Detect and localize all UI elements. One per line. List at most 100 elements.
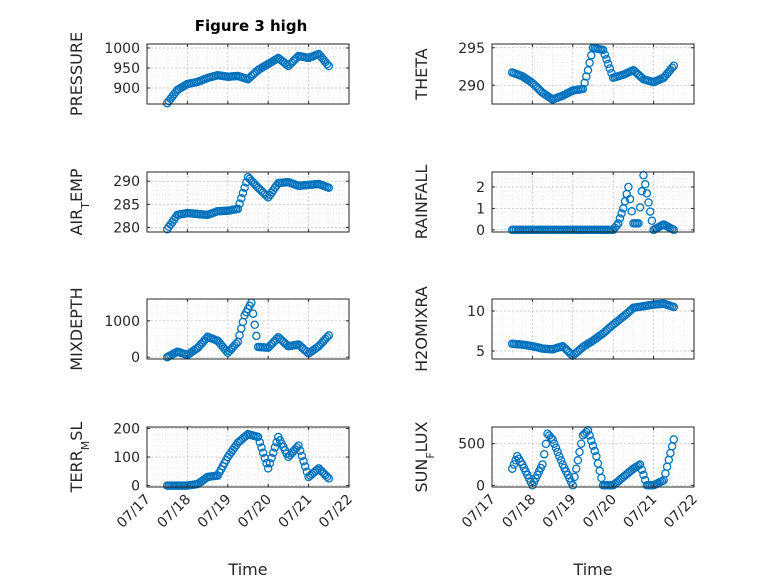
axes-mixdepth: 0 1000 MIXDEPTH xyxy=(67,287,350,371)
axes-air_temp: 280 285 290 AIRTEMP xyxy=(67,168,350,236)
data-point xyxy=(324,331,334,340)
data-point xyxy=(322,332,332,342)
series-sun_flux xyxy=(507,426,679,490)
y-axis-label: PRESSURE xyxy=(67,32,86,116)
data-point xyxy=(295,446,305,456)
series-h2omixra xyxy=(507,299,679,361)
data-point xyxy=(550,439,559,448)
data-point xyxy=(539,449,549,459)
data-point xyxy=(555,451,564,461)
y-axis-label-part: MIXDEPTH xyxy=(67,287,86,370)
y-axis-label: AIRTEMP xyxy=(67,168,92,235)
y-axis-label-part: SUN xyxy=(412,459,431,493)
x-tick-label: 07/22 xyxy=(661,492,701,532)
y-tick-label: 950 xyxy=(113,61,140,77)
data-point xyxy=(614,219,623,228)
x-tick-label: 07/17 xyxy=(114,492,154,532)
data-point xyxy=(231,339,241,348)
axes-box xyxy=(146,298,350,360)
data-point xyxy=(667,63,677,72)
data-point xyxy=(625,194,635,204)
x-tick-label: 07/20 xyxy=(235,492,275,532)
x-tick-label: 07/19 xyxy=(195,492,235,532)
y-axis-label: SUNFLUX xyxy=(412,421,437,492)
y-tick-label: 500 xyxy=(458,437,485,453)
y-axis-label-part: H2OMIXRA xyxy=(412,286,431,372)
y-tick-label: 10 xyxy=(467,304,485,320)
y-tick-label: 2 xyxy=(476,180,485,196)
data-point xyxy=(324,183,334,192)
data-point xyxy=(624,182,633,192)
series-pressure xyxy=(162,49,334,108)
y-tick-label: 295 xyxy=(458,41,485,57)
x-tick-label: 07/18 xyxy=(154,492,194,532)
y-axis-label: MIXDEPTH xyxy=(67,287,86,370)
data-point xyxy=(269,448,278,457)
y-axis-label-part: RAINFALL xyxy=(412,165,431,240)
y-axis-label-part: LUX xyxy=(412,421,431,452)
data-point xyxy=(590,446,599,456)
y-axis-label-part: TERR xyxy=(67,450,86,493)
y-tick-label: 280 xyxy=(113,220,140,236)
data-point xyxy=(324,61,334,71)
data-point xyxy=(635,460,645,469)
y-tick-label: 5 xyxy=(476,344,485,360)
axes-sun_flux: 0 500 07/17 07/18 07/19 07/20 07/21 07/22 Time SU… xyxy=(412,421,701,579)
data-point xyxy=(587,51,596,60)
data-point xyxy=(548,435,557,444)
y-axis-label-part: SL xyxy=(67,422,86,441)
data-point xyxy=(507,464,517,473)
data-point xyxy=(541,439,551,449)
data-point xyxy=(637,187,647,196)
axes-pressure: 900 950 1000 PRESSURE xyxy=(67,32,350,116)
y-axis-label-part: PRESSURE xyxy=(67,32,86,116)
axes-box xyxy=(146,171,350,233)
data-point xyxy=(299,457,308,466)
y-axis-label-part: F xyxy=(424,452,437,458)
data-point xyxy=(617,209,626,218)
y-axis-label: TERRMSL xyxy=(67,422,92,494)
data-point xyxy=(238,188,248,198)
data-point xyxy=(598,45,608,55)
axes-terr_msl: 0 100 200 07/17 07/18 07/19 07/20 07/21 07/22 Tim… xyxy=(67,421,356,579)
x-tick-label: 07/21 xyxy=(621,492,661,532)
data-point xyxy=(603,59,613,69)
data-point xyxy=(587,436,596,445)
data-point xyxy=(250,320,259,330)
data-point xyxy=(324,474,334,483)
x-axis-label: Time xyxy=(572,560,612,579)
data-point xyxy=(233,204,243,214)
x-tick-label: 07/20 xyxy=(580,492,620,532)
y-tick-label: 1000 xyxy=(104,41,140,57)
series-terr_msl xyxy=(162,429,334,490)
data-point xyxy=(300,462,310,471)
figure-title: Figure 3 high xyxy=(195,17,308,35)
y-tick-label: 200 xyxy=(113,421,140,437)
series-air_temp xyxy=(162,172,334,234)
data-point xyxy=(639,470,648,480)
axes-box xyxy=(491,171,695,233)
data-point xyxy=(644,198,653,207)
data-point xyxy=(566,349,576,359)
data-point xyxy=(669,435,679,444)
data-point xyxy=(576,439,586,448)
y-axis-label-part: EMP xyxy=(67,168,86,202)
data-point xyxy=(575,447,584,457)
data-point xyxy=(602,55,611,64)
data-point xyxy=(571,464,581,473)
data-point xyxy=(253,432,263,442)
axes-box xyxy=(491,43,695,105)
x-tick-label: 07/18 xyxy=(499,492,539,532)
data-point xyxy=(627,207,636,216)
y-tick-label: 1 xyxy=(476,201,485,217)
data-point xyxy=(235,199,244,208)
data-point xyxy=(322,472,332,482)
y-axis-label: H2OMIXRA xyxy=(412,286,431,372)
data-point xyxy=(568,481,578,490)
series-mixdepth xyxy=(162,298,334,362)
axes-box xyxy=(491,298,695,360)
data-point xyxy=(257,443,266,452)
axes-theta: 290 295 THETA xyxy=(412,41,695,105)
y-tick-label: 0 xyxy=(476,478,485,494)
